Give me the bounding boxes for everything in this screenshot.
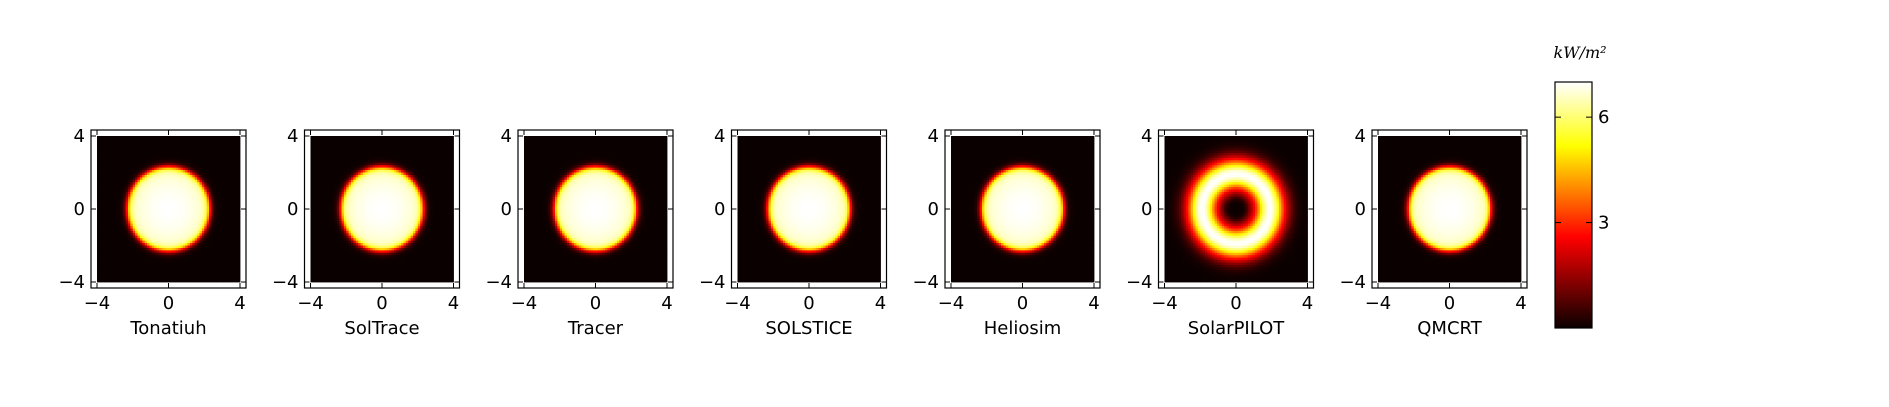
colorbar-tick-label: 3 <box>1598 213 1609 234</box>
x-tick-label: −4 <box>938 293 965 314</box>
x-tick-label: 4 <box>234 293 245 314</box>
heatmap-image <box>737 136 881 283</box>
y-tick-label: 4 <box>74 126 85 147</box>
x-tick-label: 0 <box>803 293 814 314</box>
x-tick-label: 0 <box>590 293 601 314</box>
y-tick-label: 0 <box>1355 199 1366 220</box>
y-tick-label: −4 <box>1339 272 1366 293</box>
panel-label: Tracer <box>567 318 624 339</box>
x-tick-label: −4 <box>724 293 751 314</box>
y-tick-label: −4 <box>272 272 299 293</box>
heatmap-image <box>951 136 1095 283</box>
panel-heliosim: −4 0 4 4 0 −4 Heliosim <box>912 126 1101 339</box>
x-tick-label: 4 <box>661 293 672 314</box>
colorbar: kW/m² 3 6 <box>1553 43 1609 329</box>
panel-label: Tonatiuh <box>129 318 206 339</box>
y-tick-label: 0 <box>928 199 939 220</box>
x-tick-label: 0 <box>163 293 174 314</box>
panel-label: SOLSTICE <box>765 318 852 339</box>
y-tick-label: −4 <box>485 272 512 293</box>
y-tick-label: 4 <box>1355 126 1366 147</box>
colorbar-bar <box>1554 81 1593 329</box>
heatmap-image <box>524 136 668 283</box>
y-tick-label: −4 <box>912 272 939 293</box>
y-tick-label: 4 <box>501 126 512 147</box>
y-tick-label: 0 <box>501 199 512 220</box>
y-tick-label: −4 <box>1126 272 1153 293</box>
heatmap-image <box>1164 136 1308 283</box>
panel-label: Heliosim <box>984 318 1062 339</box>
panel-label: QMCRT <box>1417 318 1482 339</box>
heatmap-image <box>97 136 241 283</box>
panel-qmcrt: −4 0 4 4 0 −4 QMCRT <box>1339 126 1528 339</box>
y-tick-label: 0 <box>714 199 725 220</box>
panel-soltrace: −4 0 4 4 0 −4 SolTrace <box>272 126 461 339</box>
panel-tracer: −4 0 4 4 0 −4 Tracer <box>485 126 674 339</box>
x-tick-label: 4 <box>448 293 459 314</box>
y-tick-label: 4 <box>714 126 725 147</box>
panel-solstice: −4 0 4 4 0 −4 SOLSTICE <box>699 126 888 339</box>
x-tick-label: −4 <box>1151 293 1178 314</box>
x-tick-label: −4 <box>1365 293 1392 314</box>
heatmap-image <box>310 136 454 283</box>
colorbar-tick-label: 6 <box>1598 107 1609 128</box>
x-tick-label: 0 <box>376 293 387 314</box>
x-tick-label: 0 <box>1017 293 1028 314</box>
x-tick-label: 4 <box>875 293 886 314</box>
x-tick-label: 4 <box>1302 293 1313 314</box>
y-tick-label: 4 <box>287 126 298 147</box>
x-tick-label: 4 <box>1088 293 1099 314</box>
y-tick-label: 0 <box>74 199 85 220</box>
y-tick-label: 0 <box>1141 199 1152 220</box>
x-tick-label: −4 <box>84 293 111 314</box>
x-tick-label: −4 <box>511 293 538 314</box>
heatmap-image <box>1378 136 1522 283</box>
y-tick-label: −4 <box>58 272 85 293</box>
y-tick-label: 4 <box>1141 126 1152 147</box>
y-tick-label: 0 <box>287 199 298 220</box>
panel-tonatiuh: −4 0 4 4 0 −4 Tonatiuh <box>58 126 247 339</box>
x-tick-label: 0 <box>1230 293 1241 314</box>
y-tick-label: 4 <box>928 126 939 147</box>
panel-label: SolarPILOT <box>1188 318 1286 339</box>
x-tick-label: −4 <box>297 293 324 314</box>
y-tick-label: −4 <box>699 272 726 293</box>
x-tick-label: 4 <box>1515 293 1526 314</box>
panel-label: SolTrace <box>344 318 419 339</box>
x-tick-label: 0 <box>1444 293 1455 314</box>
colorbar-label: kW/m² <box>1553 43 1606 62</box>
panel-solarpilot: −4 0 4 4 0 −4 SolarPILOT <box>1126 126 1315 339</box>
